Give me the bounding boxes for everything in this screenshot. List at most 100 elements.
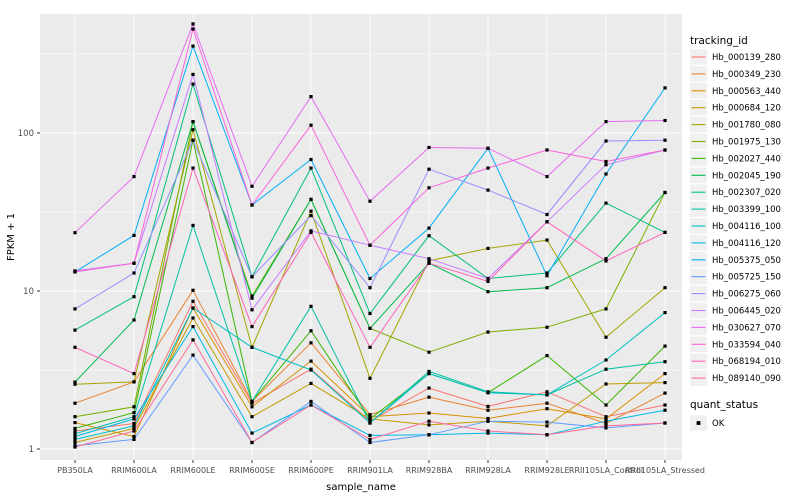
x-tick-label-RRIM600LA: RRIM600LA xyxy=(111,466,157,475)
legend-entry-label: Hb_002307_020 xyxy=(712,188,781,198)
data-point xyxy=(604,421,608,426)
data-point xyxy=(191,44,195,48)
data-point xyxy=(132,437,136,441)
legend-entry-label: Hb_006275_060 xyxy=(712,290,781,300)
data-point xyxy=(545,433,549,437)
data-point xyxy=(368,437,372,441)
data-point xyxy=(73,434,77,439)
legend-entry-label: Hb_068194_010 xyxy=(712,357,781,367)
data-point xyxy=(368,243,372,247)
data-point xyxy=(132,424,136,428)
data-point xyxy=(545,354,549,358)
data-point xyxy=(545,148,549,152)
legend-entry-label: Hb_001780_080 xyxy=(712,121,781,131)
data-point xyxy=(132,380,136,384)
data-point xyxy=(486,404,490,408)
x-tick-label-RRIM600LE: RRIM600LE xyxy=(170,466,215,475)
data-point xyxy=(191,325,195,329)
data-point xyxy=(427,433,431,437)
data-point xyxy=(545,271,549,275)
data-point xyxy=(663,190,667,195)
legend-item-Hb_002045_190: Hb_002045_190 xyxy=(690,167,781,184)
legend-item-Hb_068194_010: Hb_068194_010 xyxy=(690,353,781,369)
x-tick-label-RRII105LA_Control: RRII105LA_Control xyxy=(569,466,643,475)
data-point xyxy=(604,417,608,421)
x-tick-label-RRII105LA_Stressed: RRII105LA_Stressed xyxy=(625,466,705,475)
data-point xyxy=(250,325,254,329)
data-point xyxy=(368,433,372,437)
data-point xyxy=(73,415,77,419)
data-point xyxy=(368,199,372,203)
data-point xyxy=(191,299,195,303)
x-tick-label-RRIM928BA: RRIM928BA xyxy=(406,466,453,475)
data-point xyxy=(73,380,77,384)
data-point xyxy=(663,230,667,234)
data-point xyxy=(73,231,77,235)
data-point xyxy=(604,120,608,124)
data-point xyxy=(427,423,431,427)
legend-item-Hb_003399_100: Hb_003399_100 xyxy=(690,201,781,217)
legend-item-Hb_000563_440: Hb_000563_440 xyxy=(690,83,781,99)
data-point xyxy=(191,288,195,292)
data-point xyxy=(368,419,372,423)
y-tick-label-100: 100 xyxy=(18,129,34,139)
data-point xyxy=(427,186,431,190)
shape-legend: quant_status OK xyxy=(690,399,758,431)
data-point xyxy=(132,405,136,409)
legend-item-Hb_005725_150: Hb_005725_150 xyxy=(690,268,781,285)
data-point xyxy=(368,415,372,419)
legend-entry-label: OK xyxy=(712,419,725,429)
data-point xyxy=(663,360,667,364)
data-point xyxy=(250,184,254,188)
data-point xyxy=(545,220,549,224)
legend-entry-label: Hb_033594_040 xyxy=(712,340,781,350)
data-point xyxy=(604,367,608,371)
data-point xyxy=(73,437,77,441)
axes: 1 10 100 PB350LA RRIM600LA RRIM600LE RRIM600SE… xyxy=(6,129,705,493)
data-point xyxy=(132,372,136,376)
x-tick-label-RRIM901LA: RRIM901LA xyxy=(347,466,393,475)
data-point xyxy=(427,411,431,415)
data-point xyxy=(663,286,667,290)
data-point xyxy=(73,429,77,433)
data-point xyxy=(486,166,490,170)
data-point xyxy=(132,429,136,433)
legend-entry-label: Hb_002045_190 xyxy=(712,171,781,181)
data-point xyxy=(427,259,431,263)
data-point xyxy=(132,421,136,426)
data-point xyxy=(368,311,372,316)
data-point xyxy=(486,431,490,435)
legend-entry-label: Hb_006445_020 xyxy=(712,307,781,317)
data-point xyxy=(545,420,549,424)
legend-item-Hb_001975_130: Hb_001975_130 xyxy=(690,133,781,150)
legend-item-Hb_002027_440: Hb_002027_440 xyxy=(690,150,781,167)
x-tick-label-RRIM600SE: RRIM600SE xyxy=(229,466,275,475)
data-points xyxy=(73,22,667,449)
legend-entry-label: Hb_000684_120 xyxy=(712,104,781,114)
data-point xyxy=(427,395,431,399)
data-point xyxy=(486,146,490,150)
legend-item-Hb_005375_050: Hb_005375_050 xyxy=(690,252,781,268)
data-point xyxy=(132,295,136,299)
x-tick-label-RRIM600PE: RRIM600PE xyxy=(288,466,334,475)
data-point xyxy=(250,308,254,312)
data-point xyxy=(309,166,313,170)
data-point xyxy=(191,22,195,26)
data-point xyxy=(604,424,608,428)
data-point xyxy=(309,95,313,99)
data-point xyxy=(132,175,136,179)
data-point xyxy=(309,209,313,213)
data-point xyxy=(486,188,490,192)
color-legend: tracking_id Hb_000139_280 Hb_000349_230 Hb_… xyxy=(690,35,781,386)
data-point xyxy=(663,138,667,142)
data-point xyxy=(604,159,608,164)
data-point xyxy=(191,27,195,31)
data-point xyxy=(663,372,667,376)
data-point xyxy=(427,226,431,230)
data-point xyxy=(132,261,136,265)
legend-entry-label: Hb_000349_230 xyxy=(712,70,781,80)
data-point xyxy=(663,403,667,407)
data-point xyxy=(73,440,77,445)
data-point xyxy=(545,212,549,217)
data-point xyxy=(427,369,431,373)
